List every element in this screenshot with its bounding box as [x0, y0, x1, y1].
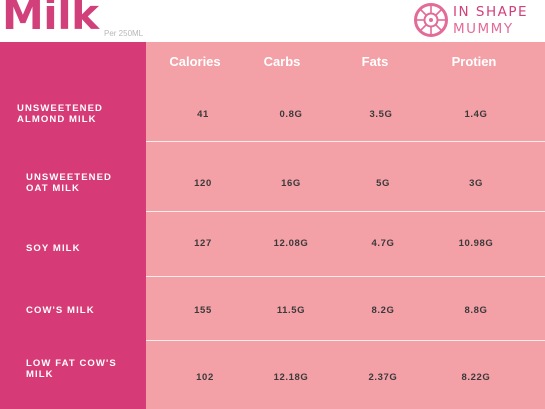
row-divider: [146, 211, 545, 212]
cell-carbs: 11.5G: [276, 305, 306, 316]
cell-calories: 155: [194, 305, 212, 316]
serving-size-note: Per 250ML: [104, 29, 144, 38]
logo-text-line2: MUMMY: [453, 21, 514, 37]
header: Milk Per 250ML IN SHAPE MUMMY: [0, 0, 545, 42]
page-title: Milk: [2, 0, 99, 39]
cell-carbs: 16G: [281, 178, 301, 189]
row-label-cows-milk: COW'S MILK: [26, 305, 95, 316]
cell-calories: 120: [194, 178, 212, 189]
cell-calories: 127: [194, 238, 212, 249]
cell-calories: 102: [196, 372, 214, 383]
cell-fats: 3.5G: [369, 109, 393, 120]
logo-text-line1: IN SHAPE: [453, 4, 528, 20]
cell-fats: 4.7G: [371, 238, 395, 249]
row-divider: [146, 141, 545, 142]
row-divider: [146, 276, 545, 277]
row-label-almond-milk: UNSWEETENED ALMOND MILK: [17, 103, 103, 125]
row-label-low-fat-cows-milk: LOW FAT COW'S MILK: [26, 358, 117, 380]
row-label-column: [0, 42, 146, 409]
row-divider: [146, 340, 545, 341]
column-header-protein: Protien: [451, 54, 497, 69]
cell-fats: 5G: [376, 178, 390, 189]
cell-carbs: 12.18G: [273, 372, 309, 383]
cell-fats: 8.2G: [371, 305, 395, 316]
row-label-soy-milk: SOY MILK: [26, 243, 81, 254]
cell-carbs: 12.08G: [273, 238, 309, 249]
column-header-fats: Fats: [361, 54, 389, 69]
row-label-oat-milk: UNSWEETENED OAT MILK: [26, 172, 112, 194]
cell-fats: 2.37G: [368, 372, 398, 383]
cell-calories: 41: [197, 109, 209, 120]
logo-mark-icon: [414, 3, 448, 37]
column-header-calories: Calories: [169, 54, 221, 69]
cell-carbs: 0.8G: [279, 109, 303, 120]
cell-protein: 10.98G: [458, 238, 494, 249]
cell-protein: 8.8G: [464, 305, 488, 316]
nutrition-table-body: [146, 42, 545, 409]
brand-logo: IN SHAPE MUMMY: [413, 2, 545, 40]
cell-protein: 3G: [469, 178, 483, 189]
column-header-carbs: Carbs: [263, 54, 301, 69]
cell-protein: 1.4G: [464, 109, 488, 120]
cell-protein: 8.22G: [461, 372, 491, 383]
